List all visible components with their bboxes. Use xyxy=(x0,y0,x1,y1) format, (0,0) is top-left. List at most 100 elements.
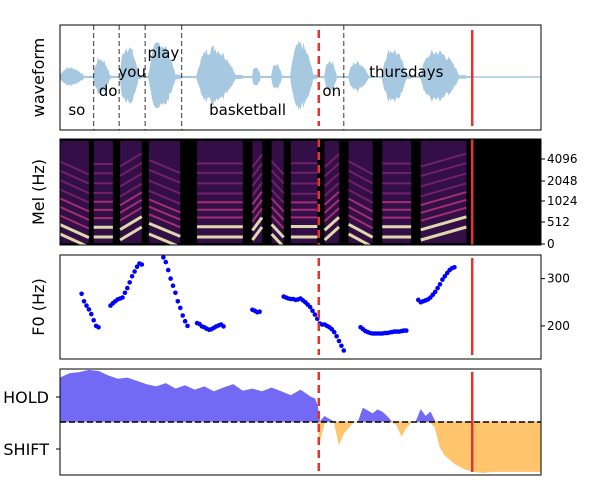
f0-point xyxy=(180,313,185,318)
spectrogram-harmonic xyxy=(348,169,374,185)
f0-point xyxy=(437,282,443,287)
f0-point xyxy=(129,274,135,279)
turn-taking-panel: HOLD SHIFT xyxy=(3,368,542,476)
f0-point xyxy=(163,259,169,265)
mel-ytick-label: 4096 xyxy=(547,152,578,166)
spectrogram-harmonic xyxy=(119,182,143,198)
waveform-signal xyxy=(60,41,541,111)
spectrogram-harmonic xyxy=(420,172,467,188)
spectrogram-harmonic xyxy=(119,206,143,222)
spectrogram-harmonic xyxy=(270,169,285,185)
f0-point xyxy=(336,338,342,344)
f0-point xyxy=(178,305,183,311)
spectrogram-harmonic xyxy=(347,222,374,239)
waveform-axes-frame xyxy=(59,24,542,131)
spectrogram-harmonic xyxy=(60,197,90,213)
f0-point xyxy=(120,295,125,300)
spectrogram-harmonic xyxy=(119,162,143,177)
spectrogram-harmonic xyxy=(148,179,181,195)
spectrogram-harmonic xyxy=(348,197,374,213)
spectrogram-harmonic xyxy=(323,182,340,197)
mel-spectrogram-panel: 0 512 1024 2048 4096 Mel (Hz) xyxy=(29,138,578,251)
f0-point xyxy=(86,307,92,312)
f0-point xyxy=(79,291,84,297)
spectrogram-harmonic xyxy=(420,206,467,222)
spectrogram-harmonic xyxy=(251,190,263,206)
spectrogram-harmonic xyxy=(60,169,90,185)
spectrogram-harmonic xyxy=(323,216,341,232)
spectrogram-harmonic xyxy=(60,223,90,239)
f0-point xyxy=(91,317,96,323)
spectrogram-harmonic xyxy=(251,207,263,223)
spectrogram-harmonic xyxy=(148,213,181,229)
shift-area xyxy=(60,421,541,474)
f0-ytick-label: 300 xyxy=(547,272,570,286)
f0-point xyxy=(334,334,339,339)
turn-ytick-label: HOLD xyxy=(3,388,49,407)
word-label: do xyxy=(99,82,118,100)
spectrogram-harmonic xyxy=(323,207,340,222)
spectrogram-harmonic xyxy=(270,206,285,221)
f0-ytick-label: 200 xyxy=(547,319,570,333)
spectrogram-harmonic xyxy=(420,182,467,198)
mel-ytick-label: 0 xyxy=(547,237,555,251)
f0-point xyxy=(257,309,262,315)
spectrogram-harmonic xyxy=(323,190,340,206)
f0-point xyxy=(139,262,145,267)
spectrogram-harmonic xyxy=(251,226,264,241)
spectrogram-harmonic xyxy=(420,162,467,178)
spectrogram-harmonic xyxy=(323,172,340,188)
spectrogram-harmonic xyxy=(119,225,143,242)
spectrogram-harmonic xyxy=(420,225,467,242)
f0-point xyxy=(165,267,171,273)
mel-ytick-label: 2048 xyxy=(547,174,578,188)
spectrogram-harmonic xyxy=(323,225,341,242)
spectrogram-harmonic xyxy=(148,159,181,175)
f0-point xyxy=(185,323,190,329)
spectrogram-harmonic xyxy=(323,153,340,168)
spectrogram-harmonic xyxy=(119,215,143,231)
mel-ytick-label: 1024 xyxy=(547,194,578,208)
f0-point xyxy=(96,325,101,330)
spectrogram-harmonic xyxy=(348,179,374,195)
spectrogram-harmonic xyxy=(348,206,374,221)
spectrogram-harmonic xyxy=(348,214,374,230)
f0-point xyxy=(341,348,347,353)
f0-point xyxy=(81,299,87,304)
f0-point xyxy=(312,312,318,317)
spectrogram-harmonic xyxy=(148,189,181,205)
spectrogram-harmonic xyxy=(148,222,181,238)
f0-point xyxy=(432,289,438,295)
spectrogram-harmonic xyxy=(60,205,90,221)
f0-point xyxy=(168,276,173,281)
spectrogram-harmonic xyxy=(270,160,285,175)
f0-point xyxy=(442,274,448,279)
f0-point xyxy=(84,303,89,308)
spectrogram-harmonic xyxy=(323,162,340,178)
spectrogram-harmonic xyxy=(60,214,90,230)
f0-point xyxy=(404,328,409,333)
spectrogram-harmonic xyxy=(420,152,467,168)
f0-point xyxy=(125,285,130,291)
spectrogram-harmonic xyxy=(60,179,90,195)
spectrogram-harmonic xyxy=(348,188,374,204)
spectrogram-harmonic xyxy=(119,172,143,188)
f0-point xyxy=(339,343,344,349)
f0-point xyxy=(122,290,128,296)
spectrogram-harmonic xyxy=(60,160,90,176)
spectrogram-harmonic xyxy=(60,188,90,204)
spectrogram-harmonic xyxy=(270,223,285,239)
spectrogram-harmonic xyxy=(270,189,285,204)
spectrogram-harmonic xyxy=(119,191,143,207)
spectrogram-harmonic xyxy=(251,172,263,187)
spectrogram-harmonic xyxy=(251,216,264,232)
spectrogram-harmonic xyxy=(251,153,263,168)
spectrogram-harmonic xyxy=(270,214,285,230)
spectrogram-harmonic xyxy=(251,182,263,197)
spectrogram-band xyxy=(420,141,467,243)
f0-point xyxy=(173,290,178,296)
f0-point xyxy=(175,299,181,304)
spectrogram-harmonic xyxy=(420,191,467,207)
